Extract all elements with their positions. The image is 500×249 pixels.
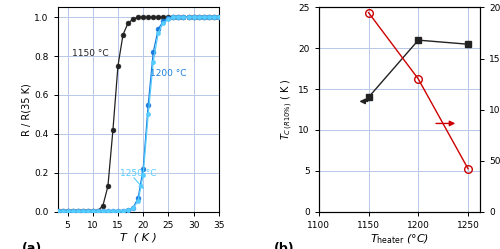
Text: (a): (a) [22,243,42,249]
Y-axis label: $T_{C\,(R10\%)}$ ( K ): $T_{C\,(R10\%)}$ ( K ) [280,79,295,140]
X-axis label: T  ( K ): T ( K ) [120,233,156,243]
Text: (b): (b) [274,243,294,249]
X-axis label: $T_{\mathrm{heater}}$ (°C): $T_{\mathrm{heater}}$ (°C) [370,233,429,246]
Text: 1250 °C: 1250 °C [120,169,157,178]
Text: 1150 °C: 1150 °C [72,49,108,58]
Y-axis label: R / R(35 K): R / R(35 K) [22,83,32,136]
Text: 1200 °C: 1200 °C [150,68,186,77]
